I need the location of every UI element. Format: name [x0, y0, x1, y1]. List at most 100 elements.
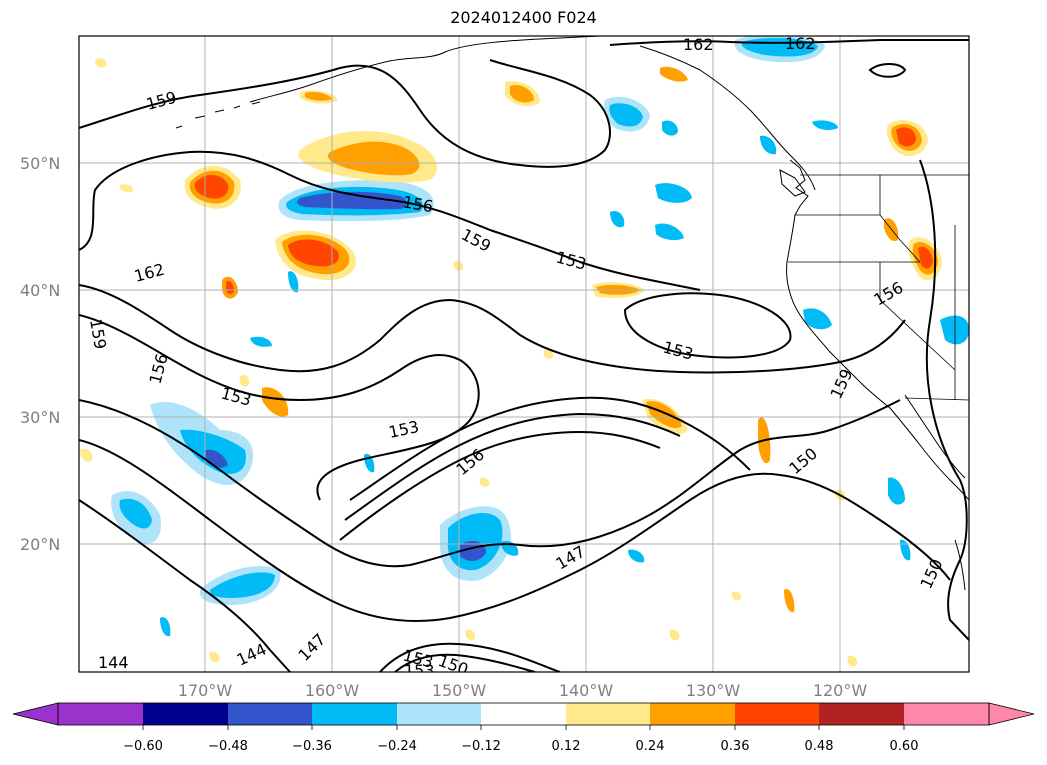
- neg-blob-north-central-core: [297, 191, 407, 210]
- colorbar-ticks: [142, 725, 905, 730]
- contour-144-south: [79, 499, 291, 672]
- neg-blob-misc-3: [812, 120, 838, 130]
- colorbar-tick-label: −0.60: [123, 739, 163, 754]
- colorbar-tick-label: −0.48: [208, 739, 248, 754]
- pos-blob-south-west-core: [262, 387, 289, 417]
- map-plot-area: 159 162 162 162 156 159 153 159 156 153 …: [78, 34, 970, 680]
- pos-blob-misc-12: [543, 348, 554, 359]
- lon-label-130w: 130°W: [686, 681, 741, 700]
- id-border: [879, 175, 921, 263]
- colorbar-frame: [57, 702, 990, 726]
- pos-blob-misc-5: [239, 374, 250, 387]
- pos-blob-misc-13: [119, 184, 134, 193]
- baja-california: [889, 407, 969, 501]
- colorbar-segment: [58, 703, 143, 725]
- colorbar-segment: [650, 703, 735, 725]
- lon-label-150w: 150°W: [432, 681, 487, 700]
- neg-blob-west-lower-mid: [119, 498, 152, 529]
- us-mexico-border: [904, 397, 969, 401]
- map-background: [79, 36, 969, 672]
- map-frame: [78, 35, 970, 673]
- colorbar-tick-label: −0.24: [377, 739, 417, 754]
- gulf-of-california: [904, 394, 966, 479]
- contour-label: 162: [785, 34, 816, 53]
- colorbar: −0.60 −0.48 −0.36 −0.24 −0.12 0.12 0.24 …: [12, 702, 1035, 754]
- lat-label-20n: 20°N: [20, 535, 60, 554]
- pos-blob-misc-1: [95, 57, 107, 68]
- contour-150-south: [79, 399, 901, 568]
- pos-blob-misc-3: [784, 589, 795, 613]
- us-west-coast: [786, 214, 891, 409]
- neg-blob-south-east: [888, 477, 905, 505]
- neg-blob-misc-2: [250, 336, 272, 347]
- contour-trough-2: [344, 412, 681, 521]
- pos-blob-north-mid-mid: [328, 141, 420, 176]
- colorbar-tick-label: 0.48: [805, 739, 834, 754]
- contour-label: 144: [98, 653, 129, 672]
- contour-162-west: [79, 150, 701, 291]
- colorbar-segment: [566, 703, 650, 725]
- contour-east-coast-loop: [868, 63, 907, 78]
- contour-trough-3: [339, 430, 661, 541]
- neg-blob-mid-north: [655, 183, 692, 203]
- colorbar-segment: [228, 703, 312, 725]
- pos-blob-misc-6: [209, 651, 220, 663]
- pos-blob-misc-2: [80, 448, 93, 462]
- contour-bottom-tight-2: [394, 653, 536, 672]
- map-title: 2024012400 F024: [450, 8, 597, 27]
- neg-blob-mid-north-2: [655, 223, 684, 241]
- neg-blob-misc-4: [288, 271, 299, 293]
- bc-coast: [789, 159, 809, 216]
- neg-blob-east-edge: [940, 315, 969, 345]
- pos-blob-misc-14: [479, 477, 490, 487]
- pos-blob-northwest-core: [194, 174, 229, 199]
- neg-blob-southwest-bottom-mid: [210, 572, 275, 598]
- colorbar-segment: [735, 703, 819, 725]
- vancouver-island: [779, 169, 806, 197]
- pos-blob-aleutians-top-mid: [305, 91, 332, 101]
- southeast-alaska-coast: [639, 45, 816, 191]
- pos-blob-misc-7: [465, 629, 476, 641]
- neg-blob-misc-10: [628, 549, 645, 563]
- pos-blob-west-small-core: [226, 280, 234, 295]
- colorbar-extend-high: [988, 702, 1035, 726]
- pos-blob-sw-of-baja-mid: [646, 401, 682, 429]
- contour-153-central: [79, 314, 480, 501]
- lat-label-30n: 30°N: [20, 408, 60, 427]
- contour-156-central: [79, 284, 906, 374]
- contour-147-south: [79, 439, 951, 622]
- contour-trough-1: [349, 396, 751, 501]
- neg-blob-misc-9: [760, 135, 777, 155]
- lat-label-40n: 40°N: [20, 281, 60, 300]
- colorbar-segment: [312, 703, 397, 725]
- neg-blob-ak-coast: [662, 120, 678, 136]
- colorbar-segment: [904, 703, 989, 725]
- alaska-coastline: [249, 36, 601, 103]
- contour-153-east-loop: [623, 292, 792, 359]
- pos-blob-misc-10: [847, 655, 858, 667]
- contour-label: 153: [404, 661, 435, 680]
- pos-blob-nevada-core: [918, 246, 933, 269]
- lon-label-160w: 160°W: [305, 681, 360, 700]
- contour-159-north: [79, 59, 611, 168]
- colorbar-tick-label: −0.36: [292, 739, 332, 754]
- colorbar-tick-label: −0.12: [461, 739, 501, 754]
- colorbar-extend-low: [12, 702, 59, 726]
- ca-nv-border: [879, 262, 956, 371]
- contour-150-east-vertical: [919, 159, 969, 641]
- colorbar-segment: [481, 703, 566, 725]
- longitude-labels: 170°W 160°W 150°W 140°W 130°W 120°W: [178, 681, 868, 700]
- pos-blob-misc-8: [669, 629, 680, 641]
- colorbar-segment: [143, 703, 228, 725]
- contour-162-north: [609, 39, 969, 46]
- neg-blob-coast-southern: [803, 308, 832, 330]
- pos-blob-pnw-core: [896, 127, 916, 147]
- pos-blob-misc-11: [453, 260, 464, 271]
- neg-blob-misc-6: [900, 539, 911, 561]
- neg-blob-misc-1: [610, 210, 625, 228]
- lat-label-50n: 50°N: [20, 154, 60, 173]
- pos-blob-gulf-north-mid: [510, 84, 534, 103]
- colorbar-segment: [397, 703, 481, 725]
- lon-label-140w: 140°W: [559, 681, 614, 700]
